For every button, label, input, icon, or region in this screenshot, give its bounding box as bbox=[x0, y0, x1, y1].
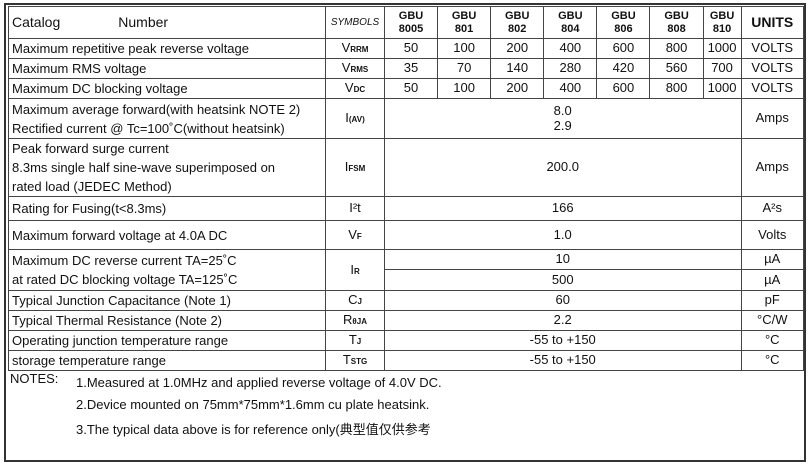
model-header: GBU 806 bbox=[596, 6, 651, 39]
value-cell: 1.0 bbox=[383, 220, 742, 250]
value-cell: 140 bbox=[490, 58, 545, 79]
symbol-cell: CJ bbox=[325, 290, 385, 311]
unit-cell: VOLTS bbox=[740, 38, 804, 59]
unit-cell: pF bbox=[740, 290, 804, 311]
parameter-description: Maximum repetitive peak reverse voltage bbox=[7, 38, 327, 59]
notes-label: NOTES: bbox=[10, 371, 59, 386]
symbol-cell: IFSM bbox=[325, 138, 385, 197]
table-row: Rating for Fusing(t<8.3ms) I²t 166 A²s bbox=[7, 196, 804, 221]
value-cell: 600 bbox=[596, 38, 651, 59]
value-cell: 1000 bbox=[702, 78, 742, 99]
symbol-cell: VF bbox=[325, 220, 385, 250]
model-header: GBU 808 bbox=[649, 6, 704, 39]
unit-cell: Amps bbox=[740, 98, 804, 139]
table-row: storage temperature range TSTG -55 to +150… bbox=[7, 350, 804, 371]
value-cell: 500 bbox=[383, 269, 742, 291]
table-row: Maximum average forward(with heatsink NO… bbox=[7, 98, 804, 139]
unit-cell: Amps bbox=[740, 138, 804, 197]
value-cell: 800 bbox=[649, 78, 704, 99]
value-cell: 400 bbox=[543, 38, 598, 59]
table-row: Maximum DC blocking voltage VDC 50 100 200 40… bbox=[7, 78, 804, 99]
unit-cell: VOLTS bbox=[740, 78, 804, 99]
model-header: GBU 8005 bbox=[383, 6, 439, 39]
unit-cell: °C bbox=[740, 350, 804, 371]
symbol-cell: TSTG bbox=[325, 350, 385, 371]
value-cell: 166 bbox=[383, 196, 742, 221]
note-3: 3.The typical data above is for referenc… bbox=[76, 422, 431, 437]
units-header: UNITS bbox=[740, 6, 804, 39]
parameter-description: Maximum average forward(with heatsink NO… bbox=[7, 98, 327, 139]
value-cell: -55 to +150 bbox=[383, 350, 742, 371]
value-cell: 50 bbox=[383, 38, 439, 59]
table-row: Maximum RMS voltage VRMS 35 70 140 280 420 560 7… bbox=[7, 58, 804, 79]
table-row: Typical Junction Capacitance (Note 1) CJ 6… bbox=[7, 290, 804, 311]
value-cell: 35 bbox=[383, 58, 439, 79]
unit-cell: Volts bbox=[740, 220, 804, 250]
parameter-description: Typical Junction Capacitance (Note 1) bbox=[7, 290, 327, 311]
parameter-description: Peak forward surge current 8.3ms single h… bbox=[7, 138, 327, 197]
parameter-description: Maximum DC reverse current TA=25˚C at rat… bbox=[7, 249, 327, 291]
value-cell: 600 bbox=[596, 78, 651, 99]
symbol-cell: TJ bbox=[325, 330, 385, 351]
model-header: GBU 804 bbox=[543, 6, 598, 39]
value-cell: 10 bbox=[383, 249, 742, 270]
table-row: Maximum DC reverse current TA=25˚C at rat… bbox=[7, 249, 804, 291]
value-cell: 280 bbox=[543, 58, 598, 79]
parameter-description: Maximum DC blocking voltage bbox=[7, 78, 327, 99]
value-cell: 200 bbox=[490, 38, 545, 59]
symbol-cell: RθJA bbox=[325, 310, 385, 331]
electrical-characteristics-table: Catalog Number SYMBOLS GBU 8005 GBU 801 GBU… bbox=[7, 6, 804, 371]
model-header: GBU 801 bbox=[437, 6, 492, 39]
value-cell: 100 bbox=[437, 78, 492, 99]
parameter-description: storage temperature range bbox=[7, 350, 327, 371]
value-cell: 560 bbox=[649, 58, 704, 79]
parameter-description: Operating junction temperature range bbox=[7, 330, 327, 351]
catalog-label: Catalog bbox=[12, 14, 61, 31]
value-cell: 200.0 bbox=[383, 138, 742, 197]
unit-cell: °C bbox=[740, 330, 804, 351]
note-1: 1.Measured at 1.0MHz and applied reverse… bbox=[76, 375, 442, 390]
unit-cell: A²s bbox=[740, 196, 804, 221]
symbol-cell: I²t bbox=[325, 196, 385, 221]
parameter-description: Rating for Fusing(t<8.3ms) bbox=[7, 196, 327, 221]
value-cell: 70 bbox=[437, 58, 492, 79]
model-header: GBU 810 bbox=[702, 6, 742, 39]
symbol-cell: VDC bbox=[325, 78, 385, 99]
table-row: Operating junction temperature range TJ -5… bbox=[7, 330, 804, 351]
symbols-header: SYMBOLS bbox=[325, 6, 385, 39]
value-cell: 700 bbox=[702, 58, 742, 79]
value-cell: 1000 bbox=[702, 38, 742, 59]
symbol-cell: I(AV) bbox=[325, 98, 385, 139]
number-label: Number bbox=[118, 14, 169, 31]
value-cell: -55 to +150 bbox=[383, 330, 742, 351]
unit-cell: °C/W bbox=[740, 310, 804, 331]
value-cell: 100 bbox=[437, 38, 492, 59]
spec-table-frame: Catalog Number SYMBOLS GBU 8005 GBU 801 GBU… bbox=[4, 3, 806, 462]
table-row: Typical Thermal Resistance (Note 2) RθJA 2… bbox=[7, 310, 804, 331]
table-row: Peak forward surge current 8.3ms single h… bbox=[7, 138, 804, 197]
value-cell: 8.0 2.9 bbox=[383, 98, 742, 139]
parameter-description: Typical Thermal Resistance (Note 2) bbox=[7, 310, 327, 331]
table-row: Maximum repetitive peak reverse voltage V… bbox=[7, 38, 804, 59]
symbol-cell: VRRM bbox=[325, 38, 385, 59]
value-cell: 2.2 bbox=[383, 310, 742, 331]
parameter-description: Maximum forward voltage at 4.0A DC bbox=[7, 220, 327, 250]
parameter-description: Maximum RMS voltage bbox=[7, 58, 327, 79]
catalog-number-header: Catalog Number bbox=[7, 6, 327, 39]
model-header: GBU 802 bbox=[490, 6, 545, 39]
unit-cell: VOLTS bbox=[740, 58, 804, 79]
value-cell: 200 bbox=[490, 78, 545, 99]
value-cell: 50 bbox=[383, 78, 439, 99]
value-cell: 60 bbox=[383, 290, 742, 311]
note-2: 2.Device mounted on 75mm*75mm*1.6mm cu p… bbox=[76, 397, 430, 412]
table-row: Maximum forward voltage at 4.0A DC VF 1.0 V… bbox=[7, 220, 804, 250]
value-cell: 800 bbox=[649, 38, 704, 59]
unit-cell: µA bbox=[740, 269, 804, 291]
header-row: Catalog Number SYMBOLS GBU 8005 GBU 801 GBU… bbox=[7, 6, 804, 39]
symbol-cell: VRMS bbox=[325, 58, 385, 79]
value-cell: 400 bbox=[543, 78, 598, 99]
symbol-cell: IR bbox=[325, 249, 385, 291]
value-cell: 420 bbox=[596, 58, 651, 79]
unit-cell: µA bbox=[740, 249, 804, 270]
